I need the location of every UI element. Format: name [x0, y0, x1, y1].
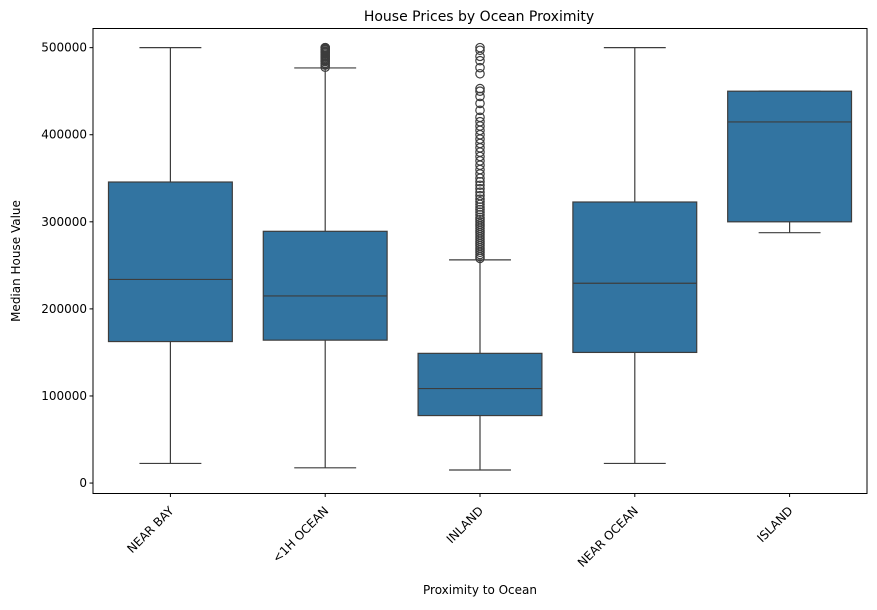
x-axis-label: Proximity to Ocean [423, 583, 537, 597]
outlier-point [475, 105, 485, 116]
y-axis-label: Median House Value [9, 200, 23, 322]
outlier-point [475, 180, 485, 191]
outlier-point [320, 42, 330, 53]
box-group [107, 47, 233, 465]
box-group [262, 42, 388, 469]
outlier-point [475, 112, 485, 123]
outlier-point [475, 45, 485, 56]
y-tick-label: 200000 [41, 302, 87, 316]
box-iqr [572, 201, 698, 354]
outlier-point [475, 183, 485, 194]
outlier-point [475, 196, 485, 207]
box-iqr [107, 181, 233, 343]
outlier-point [475, 86, 485, 96]
outlier-point [475, 55, 485, 66]
outlier-point [475, 62, 485, 73]
box-iqr [262, 230, 388, 341]
box-group [417, 42, 543, 471]
y-axis: 0 100000 200000 300000 400000 500000 [41, 41, 93, 490]
y-tick-label: 400000 [41, 128, 87, 142]
y-tick-label: 500000 [41, 41, 87, 55]
outlier-point [475, 190, 485, 201]
outlier-point [475, 187, 485, 198]
x-axis: NEAR BAY <1H OCEAN INLAND NEAR OCEAN ISLAND [124, 493, 796, 570]
box-group [572, 47, 698, 465]
outlier-point [475, 98, 485, 109]
outlier-point [475, 116, 485, 127]
y-tick-label: 0 [79, 476, 87, 490]
x-tick-label: <1H OCEAN [270, 504, 332, 566]
box-iqr [727, 90, 853, 223]
x-tick-label: ISLAND [754, 504, 795, 545]
x-tick-label: NEAR BAY [124, 503, 177, 556]
x-tick-label: NEAR OCEAN [575, 504, 641, 570]
box-group [727, 90, 853, 234]
outlier-point [475, 68, 485, 79]
outlier-point [475, 83, 485, 94]
box-iqr [417, 352, 543, 417]
chart-title: House Prices by Ocean Proximity [364, 9, 594, 25]
y-tick-label: 100000 [41, 389, 87, 403]
x-tick-label: INLAND [444, 504, 486, 546]
outlier-point [475, 42, 485, 53]
box-series [107, 42, 853, 471]
outlier-point [475, 194, 485, 204]
y-tick-label: 300000 [41, 215, 87, 229]
